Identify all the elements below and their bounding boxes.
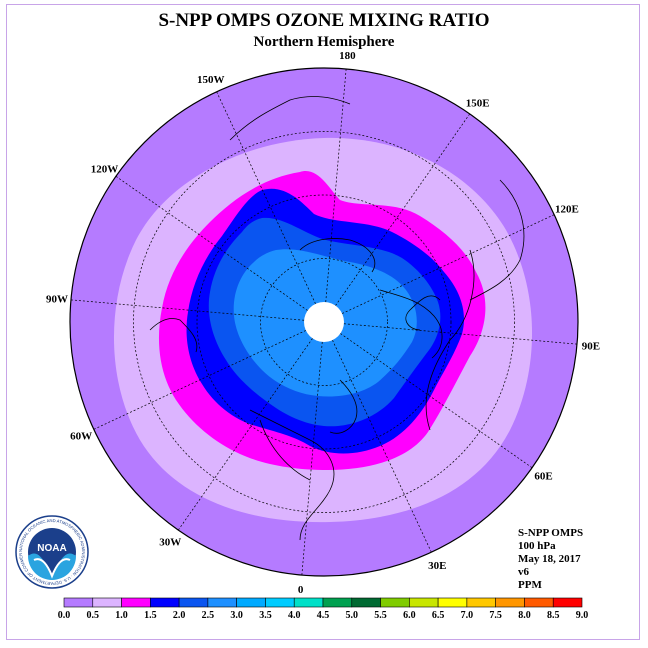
colorbar-tick-label: 7.0 [461,610,474,621]
longitude-label: 30E [428,560,446,572]
colorbar-swatch [524,597,554,608]
longitude-label: 60W [70,430,92,442]
longitude-label: 90E [582,340,600,352]
colorbar-tick-label: 5.5 [374,610,387,621]
colorbar-swatch [236,597,266,608]
colorbar-swatch [150,597,180,608]
colorbar: 0.0 0.5 1.0 1.5 2.0 2.5 3.0 3.5 4.0 4.5 5.0 5.5 6.0 6… [58,597,589,621]
longitude-label: 0 [298,584,304,596]
colorbar-swatch [495,597,525,608]
colorbar-swatch [121,597,151,608]
colorbar-swatch [63,597,94,608]
colorbar-swatch [552,597,583,608]
colorbar-tick-label: 4.5 [317,610,330,621]
longitude-label: 30W [159,537,181,549]
colorbar-tick-label: 0.0 [58,610,71,621]
latitude-circle [133,131,515,513]
coastlines [149,96,525,541]
colorbar-tick-label: 0.5 [87,610,100,621]
figure-subtitle: Northern Hemisphere [254,34,395,50]
info-date: May 18, 2017 [518,553,581,565]
colorbar-swatch [437,597,468,608]
colorbar-tick-label: 6.0 [403,610,416,621]
longitude-label: 150E [466,97,490,109]
colorbar-swatch [293,597,324,608]
longitude-label: 150W [197,74,225,86]
colorbar-tick-label: 1.5 [144,610,157,621]
colorbar-tick-label: 3.0 [230,610,243,621]
info-block: S-NPP OMPS 100 hPa May 18, 2017 v6 PPM [518,527,583,591]
longitude-label: 120E [555,204,579,216]
colorbar-tick-label: 8.0 [518,610,531,621]
info-units: PPM [518,579,542,591]
noaa-logo-gull-icon [33,558,71,579]
colorbar-swatch [92,597,122,608]
colorbar-tick-label: 7.5 [489,610,502,621]
info-pressure-level: 100 hPa [518,540,556,552]
colorbar-swatch [351,597,381,608]
colorbar-tick-label: 8.5 [547,610,560,621]
longitude-label: 60E [534,471,552,483]
colorbar-tick-label: 2.0 [173,610,186,621]
colorbar-tick-label: 1.0 [115,610,128,621]
colorbar-swatch [322,597,353,608]
figure-frame [6,4,640,640]
colorbar-tick-label: 3.5 [259,610,272,621]
longitude-labels: 90E 60E 30E 0 30W 60W 90W 120W 150W 180 150E 120E [46,50,600,596]
latitude-circle [196,194,452,450]
colorbar-tick-label: 4.0 [288,610,301,621]
colorbar-tick-label: 6.5 [432,610,445,621]
colorbar-swatch [265,597,295,608]
info-version: v6 [518,566,530,578]
colorbar-swatch [207,597,237,608]
info-instrument: S-NPP OMPS [518,527,583,539]
colorbar-swatch [380,597,410,608]
colorbar-swatch [178,597,209,608]
colorbar-tick-label: 2.5 [202,610,215,621]
longitude-label: 120W [91,163,119,175]
colorbar-swatch [409,597,439,608]
figure-title: S-NPP OMPS OZONE MIXING RATIO [158,10,489,31]
noaa-logo-text: NOAA [37,543,66,554]
map-graticule [70,68,578,576]
polar-map-disc [69,67,579,577]
longitude-label: 90W [46,294,68,306]
colorbar-tick-label: 9.0 [576,610,589,621]
colorbar-tick-label: 5.0 [346,610,359,621]
map-boundary-circle [69,67,579,577]
latitude-circle [260,258,388,386]
polar-no-data-region [304,302,344,342]
longitude-label: 180 [339,50,356,62]
colorbar-swatch [466,597,496,608]
